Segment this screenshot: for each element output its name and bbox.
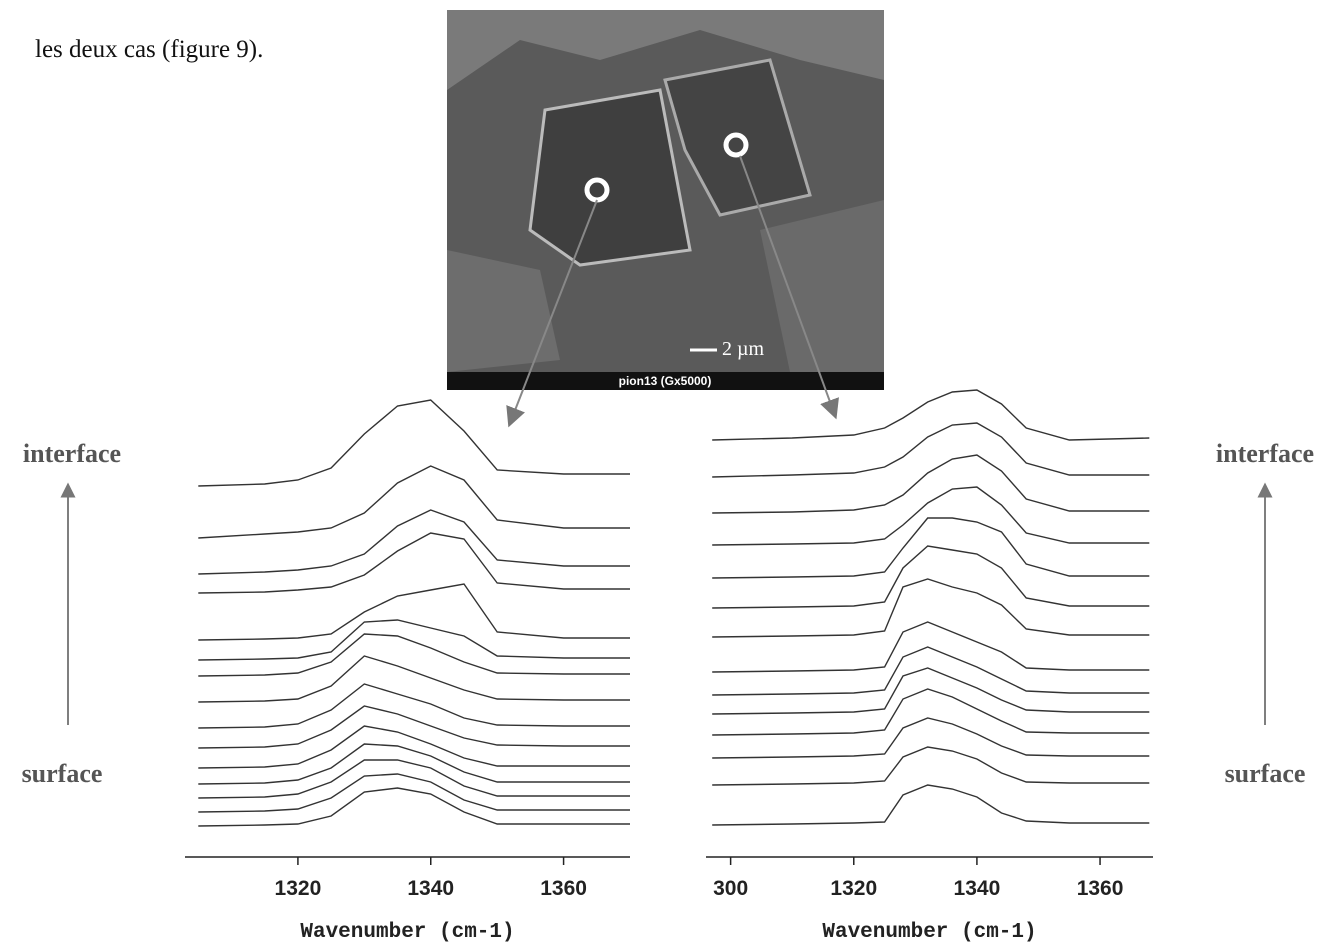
- x-tick-label: 1340: [407, 877, 454, 900]
- x-tick-label: 1320: [830, 877, 877, 900]
- x-tick-label: 1360: [1077, 877, 1124, 900]
- x-tick-label: 1360: [540, 877, 587, 900]
- spectrum: [712, 389, 1150, 441]
- spectrum: [712, 717, 1150, 759]
- spectrum: [712, 454, 1150, 514]
- spectrum: [712, 486, 1150, 546]
- scale-label: 2 µm: [722, 338, 765, 360]
- spectrum: [198, 787, 630, 827]
- spectrum: [712, 517, 1150, 579]
- spectrum: [712, 545, 1150, 609]
- sem-image: pion13 (Gx5000) 2 µm: [447, 10, 884, 428]
- side-label: interface: [1216, 439, 1314, 468]
- spectrum: [198, 633, 630, 677]
- x-tick-label: 1340: [954, 877, 1001, 900]
- spectrum: [712, 688, 1150, 736]
- image-caption: pion13 (Gx5000): [619, 374, 712, 388]
- side-label: surface: [1225, 759, 1306, 788]
- spectrum: [198, 743, 630, 785]
- x-axis-label: Wavenumber (cm-1): [822, 921, 1036, 944]
- x-tick-label: 1320: [275, 877, 322, 900]
- spectrum: [198, 705, 630, 749]
- side-label: surface: [22, 759, 103, 788]
- spectrum: [198, 399, 630, 487]
- spectrum: [712, 578, 1150, 638]
- intro-text: les deux cas (figure 9).: [35, 36, 263, 63]
- spectrum: [198, 725, 630, 769]
- side-label: interface: [23, 439, 121, 468]
- spectrum: [712, 422, 1150, 478]
- spectrum: [712, 646, 1150, 696]
- spectrum: [198, 759, 630, 799]
- spectrum: [198, 619, 630, 661]
- spectrum: [198, 655, 630, 703]
- x-tick-label: 300: [713, 877, 748, 900]
- spectrum: [198, 532, 630, 594]
- spectrum: [198, 583, 630, 641]
- x-axis-label: Wavenumber (cm-1): [300, 921, 514, 944]
- spectrum: [712, 746, 1150, 786]
- spectrum: [198, 773, 630, 813]
- spectrum: [198, 683, 630, 729]
- spectrum: [712, 667, 1150, 715]
- spectrum: [198, 465, 630, 539]
- spectrum: [198, 509, 630, 575]
- spectrum: [712, 621, 1150, 673]
- spectrum: [712, 784, 1150, 826]
